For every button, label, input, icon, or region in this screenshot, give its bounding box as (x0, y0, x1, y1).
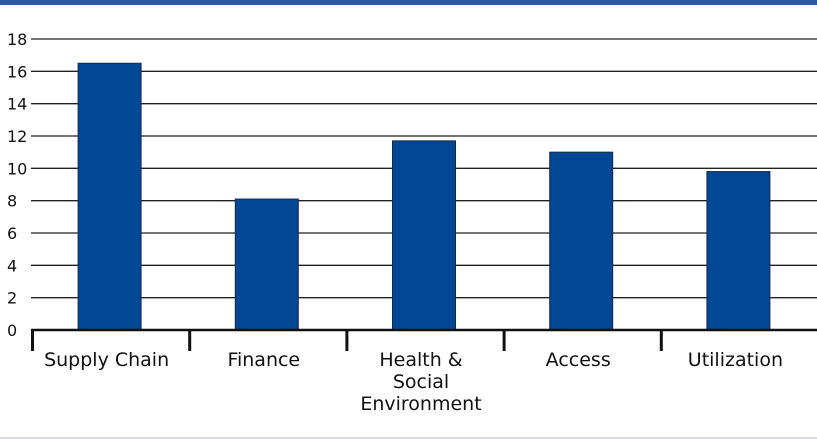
bar (77, 62, 142, 331)
x-tick-label: Health & Social Environment (360, 349, 481, 415)
y-tick-label: 2 (7, 289, 17, 308)
bars (77, 62, 771, 331)
bar (549, 151, 614, 331)
y-tick-label: 14 (7, 95, 27, 114)
y-tick-label: 18 (7, 30, 27, 49)
bar (234, 198, 299, 331)
x-axis-labels: Supply Chain Finance Health & Social Environ… (44, 349, 783, 415)
x-tick-label-line: Utilization (688, 349, 783, 371)
x-tick-label: Access (546, 349, 611, 371)
x-tick-label: Utilization (688, 349, 783, 371)
y-tick-label: 0 (7, 321, 17, 340)
y-tick-label: 4 (7, 256, 17, 275)
x-tick-label-line: Environment (360, 393, 481, 415)
x-tick-label-line: Social (393, 371, 449, 393)
y-tick-label: 16 (7, 62, 27, 81)
x-tick-label: Finance (227, 349, 300, 371)
x-tick-label-line: Finance (227, 349, 300, 371)
y-axis-ticks: 0 2 4 6 8 10 12 14 16 18 (7, 30, 27, 340)
top-rule (0, 0, 817, 5)
x-tick-label: Supply Chain (44, 349, 169, 371)
bottom-rule (0, 437, 817, 439)
x-tick-label-line: Supply Chain (44, 349, 169, 371)
bar (392, 140, 456, 331)
y-tick-label: 6 (7, 224, 17, 243)
y-tick-label: 10 (7, 159, 27, 178)
y-tick-label: 8 (7, 192, 17, 211)
x-tick-label-line: Health & (379, 349, 462, 371)
y-tick-label: 12 (7, 127, 27, 146)
x-axis (31, 328, 817, 351)
bar (706, 171, 771, 331)
x-tick-label-line: Access (546, 349, 611, 371)
